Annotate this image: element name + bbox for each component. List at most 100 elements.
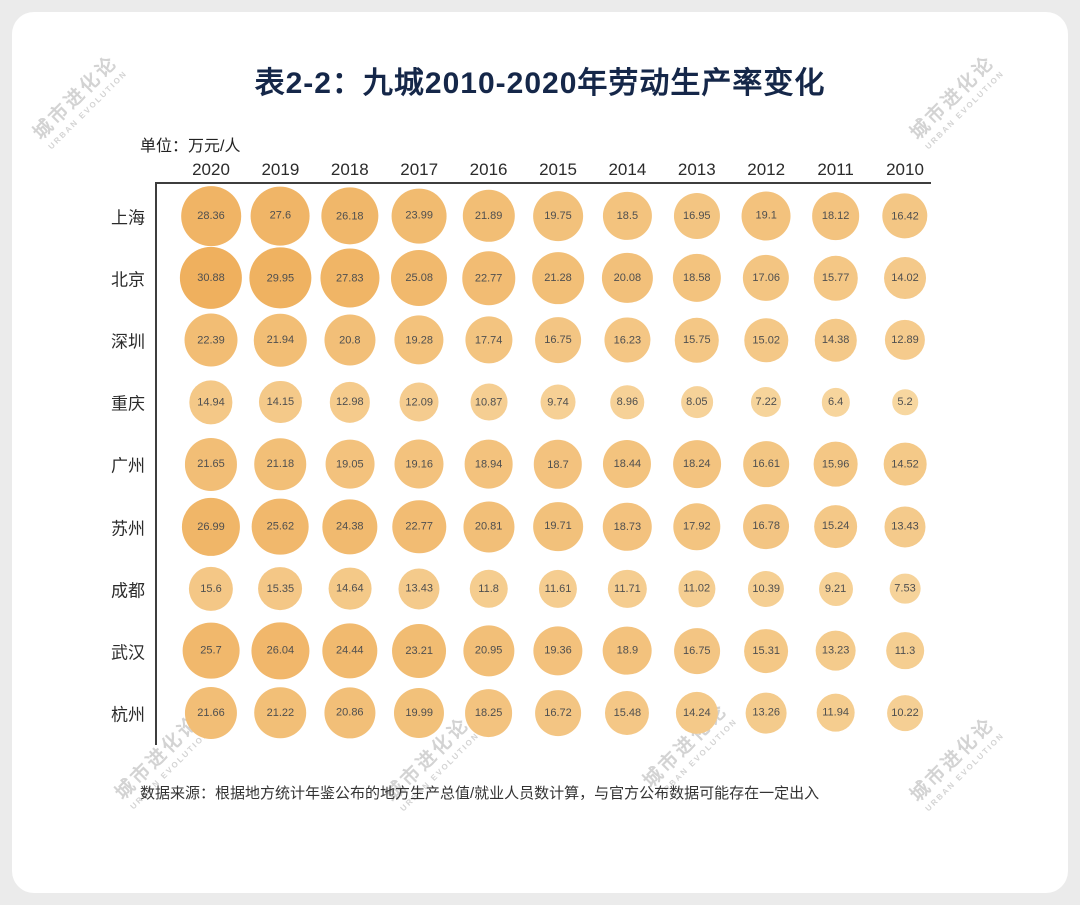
bubble-value: 28.36 [197,209,225,222]
bubble-value: 11.02 [683,582,711,595]
bubble-杭州-2016: 18.25 [464,688,513,737]
year-label-2015: 2015 [539,160,577,179]
bubble-北京-2011: 15.77 [813,255,858,301]
bubble-深圳-2012: 15.02 [744,318,788,362]
bubble-value: 20.08 [613,272,642,285]
bubble-value: 15.48 [613,706,642,719]
bubble-苏州-2012: 16.78 [743,503,790,550]
bubble-北京-2018: 27.83 [320,248,380,308]
bubble-value: 24.38 [336,520,364,533]
city-label-重庆: 重庆 [111,394,145,414]
bubble-上海-2016: 21.89 [462,189,515,243]
bubble-value: 14.38 [821,334,850,347]
bubble-成都-2010: 7.53 [889,573,921,604]
bubble-重庆-2011: 6.4 [821,388,850,417]
bubble-value: 12.09 [405,396,433,409]
bubble-value: 16.72 [544,706,572,719]
bubble-value: 15.35 [266,582,295,595]
bubble-value: 19.71 [544,520,572,533]
bubble-value: 22.39 [197,334,225,347]
bubble-广州-2018: 19.05 [325,439,375,489]
bubble-杭州-2013: 14.24 [675,691,718,734]
bubble-成都-2018: 14.64 [328,567,372,611]
bubble-value: 18.94 [474,458,503,471]
bubble-上海-2014: 18.5 [603,191,652,241]
bubble-value: 14.94 [197,396,225,409]
bubble-杭州-2014: 15.48 [605,690,650,735]
bubble-上海-2012: 19.1 [741,191,791,241]
bubble-value: 18.12 [821,209,850,222]
bubble-value: 17.06 [752,272,780,285]
bubble-value: 23.99 [405,210,433,222]
bubble-重庆-2014: 8.96 [610,385,645,420]
bubble-广州-2017: 19.16 [394,439,444,489]
bubble-value: 13.43 [405,582,433,595]
city-label-武汉: 武汉 [111,643,145,663]
bubble-重庆-2016: 10.87 [470,383,508,421]
bubble-深圳-2017: 19.28 [394,315,444,365]
bubble-杭州-2010: 10.22 [887,694,923,731]
bubble-苏州-2016: 20.81 [463,500,515,553]
bubble-value: 8.05 [686,396,708,409]
bubble-杭州-2011: 11.94 [816,693,855,733]
bubble-杭州-2017: 19.99 [394,687,445,738]
bubble-杭州-2012: 13.26 [745,692,787,734]
bubble-value: 15.6 [200,582,222,595]
axis-line-vertical [155,183,157,745]
bubble-value: 22.77 [474,272,503,285]
bubble-value: 21.94 [266,334,295,347]
bubble-苏州-2019: 25.62 [252,498,309,555]
bubble-value: 15.96 [821,458,850,471]
year-label-2010: 2010 [886,160,924,179]
bubble-广州-2010: 14.52 [883,443,927,486]
bubble-成都-2014: 11.71 [608,569,647,608]
bubble-value: 13.43 [891,520,919,533]
bubble-value: 18.5 [616,209,639,222]
bubble-上海-2010: 16.42 [882,193,928,239]
bubble-苏州-2010: 13.43 [884,505,926,548]
bubble-value: 25.62 [266,520,295,533]
bubble-value: 20.95 [474,644,503,657]
bubble-value: 18.25 [474,706,503,719]
bubble-value: 17.74 [474,334,503,347]
bubble-value: 14.02 [891,272,919,285]
bubble-value: 11.8 [478,582,499,595]
bubble-深圳-2011: 14.38 [814,318,857,362]
bubble-上海-2015: 19.75 [533,191,583,241]
bubble-北京-2010: 14.02 [884,257,926,300]
bubble-value: 27.6 [269,209,292,222]
city-label-成都: 成都 [111,581,145,601]
year-label-2018: 2018 [330,160,369,179]
bubble-上海-2011: 18.12 [811,192,860,240]
bubble-value: 14.15 [266,396,295,409]
bubble-value: 13.26 [752,706,780,719]
bubble-北京-2017: 25.08 [391,250,448,307]
bubble-value: 19.75 [544,209,572,222]
bubble-广州-2011: 15.96 [813,442,858,487]
bubble-value: 20.8 [339,334,361,347]
bubble-深圳-2020: 22.39 [184,313,238,367]
bubble-广州-2019: 21.18 [254,438,307,491]
bubble-成都-2016: 11.8 [469,569,508,608]
bubble-value: 11.61 [544,582,572,595]
bubble-value: 21.65 [197,458,225,471]
bubble-重庆-2015: 9.74 [540,384,576,420]
bubble-value: 18.24 [683,458,711,471]
bubble-value: 18.7 [547,458,569,471]
bubble-value: 16.75 [544,334,572,347]
bubble-value: 21.89 [474,209,503,222]
source-note: 数据来源：根据地方统计年鉴公布的地方生产总值/就业人员数计算，与官方公布数据可能… [140,785,820,802]
bubble-value: 10.87 [474,396,503,409]
bubble-武汉-2020: 25.7 [182,622,240,680]
year-label-2012: 2012 [747,160,786,179]
bubble-深圳-2014: 16.23 [604,317,650,363]
bubble-成都-2013: 11.02 [678,570,716,608]
bubble-value: 18.44 [613,458,642,471]
bubble-重庆-2019: 14.15 [259,381,302,424]
year-label-2016: 2016 [469,160,508,179]
bubble-value: 26.18 [336,209,364,222]
axis-line-horizontal [155,182,931,184]
bubble-苏州-2011: 15.24 [813,504,858,549]
bubble-成都-2015: 11.61 [538,569,578,608]
bubble-value: 16.42 [891,210,919,222]
